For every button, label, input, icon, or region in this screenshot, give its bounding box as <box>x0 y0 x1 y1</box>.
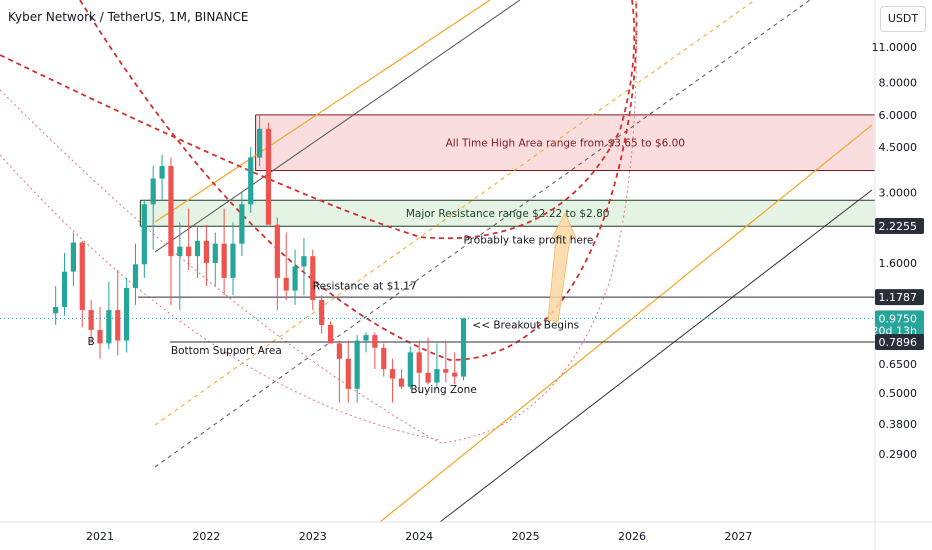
candle-body <box>452 372 458 377</box>
price-axis <box>875 0 932 550</box>
channel-line <box>439 189 873 523</box>
candle-body <box>230 243 236 278</box>
candle-body <box>327 324 334 344</box>
candle-body <box>88 310 94 330</box>
x-tick-label: 2026 <box>618 530 646 543</box>
x-tick-label: 2025 <box>512 530 540 543</box>
y-tick-label: 11.0000 <box>872 41 918 54</box>
candle-body <box>460 318 467 377</box>
candle-body <box>124 287 130 341</box>
price-label-box <box>875 289 924 306</box>
price-label-text: 0.7896 <box>879 336 918 349</box>
candle-body <box>221 243 227 278</box>
zone-label: All Time High Area range from $3.65 to $… <box>446 138 685 150</box>
y-tick-label: 8.0000 <box>879 77 918 90</box>
y-tick-label: 6.0000 <box>879 109 918 122</box>
zone-label: Major Resistance range $2.22 to $2.80 <box>406 208 610 220</box>
candle-body <box>97 329 103 344</box>
price-label-box <box>875 217 924 234</box>
x-tick-label: 2022 <box>192 530 220 543</box>
candle-body <box>212 243 218 263</box>
candle-body <box>53 306 59 314</box>
price-label-box <box>875 334 924 351</box>
candle-body <box>336 343 343 359</box>
x-tick-label: 2027 <box>724 530 752 543</box>
candle-body <box>283 277 289 291</box>
y-tick-label: 0.3800 <box>879 418 918 431</box>
candle-body <box>265 128 272 225</box>
candle-body <box>141 204 147 265</box>
candle-body <box>292 266 298 291</box>
candle-body <box>159 166 165 179</box>
channel-line <box>154 0 811 468</box>
candle-body <box>203 240 210 263</box>
y-tick-label: 3.0000 <box>879 187 918 200</box>
candle-body <box>301 256 307 267</box>
candle-body <box>132 264 139 288</box>
projection-arrow <box>547 212 577 323</box>
annotation-text: Buying Zone <box>410 384 476 396</box>
x-tick-label: 2024 <box>405 530 433 543</box>
candle-body <box>115 310 121 341</box>
candle-body <box>345 358 351 389</box>
annotation-text: Probably take profit here <box>464 235 594 247</box>
candle-body <box>61 271 68 307</box>
channel-line <box>154 0 756 426</box>
annotation-text: Bottom Support Area <box>171 345 282 357</box>
annotation-text: B <box>88 336 95 348</box>
curve-arc <box>0 154 441 441</box>
candle-body <box>194 240 201 257</box>
price-label-text: 2.2255 <box>879 220 918 233</box>
candle-body <box>70 242 76 272</box>
candle-body <box>186 246 192 257</box>
channel-line <box>154 0 491 223</box>
chart-title: Kyber Network / TetherUS, 1M, BINANCE <box>8 10 249 24</box>
candle-body <box>106 310 112 344</box>
annotation-text: << Breakout Begins <box>472 320 579 332</box>
candle-body <box>434 369 440 383</box>
y-tick-label: 1.6000 <box>879 257 918 270</box>
y-tick-label: 4.5000 <box>879 141 918 154</box>
candle-body <box>274 224 280 278</box>
candle-body <box>416 352 422 373</box>
candle-body <box>310 256 316 300</box>
candle-body <box>398 378 405 387</box>
candle-body <box>319 299 325 325</box>
candle-body <box>354 340 360 389</box>
x-tick-label: 2023 <box>299 530 327 543</box>
candle-body <box>150 178 156 205</box>
candle-body <box>363 335 369 341</box>
y-tick-label: 0.2900 <box>879 448 918 461</box>
candle-body <box>239 204 245 244</box>
price-label-text: 1.1787 <box>879 291 918 304</box>
price-label-box <box>875 310 924 339</box>
x-tick-label: 2021 <box>86 530 114 543</box>
curve-arc <box>0 0 636 240</box>
candle-body <box>257 128 263 158</box>
candle-body <box>168 166 174 257</box>
candle-body <box>443 369 449 373</box>
curve-arc <box>79 0 638 361</box>
zone-rect <box>255 114 876 171</box>
candle-body <box>248 157 254 205</box>
currency-button[interactable]: USDT <box>880 6 926 32</box>
candle-body <box>407 352 413 387</box>
candle-body <box>177 246 183 257</box>
candle-body <box>381 347 387 370</box>
candle-body <box>372 335 378 348</box>
y-tick-label: 0.6500 <box>879 358 918 371</box>
annotation-text: Resistance at $1.17 <box>313 281 417 293</box>
candle-body <box>390 369 396 379</box>
channel-line <box>379 124 873 523</box>
y-tick-label: 0.5000 <box>879 387 918 400</box>
price-label-text: 0.9750 <box>879 312 918 325</box>
candle-body <box>425 372 431 383</box>
channel-line <box>154 0 521 253</box>
candle-body <box>79 242 85 311</box>
